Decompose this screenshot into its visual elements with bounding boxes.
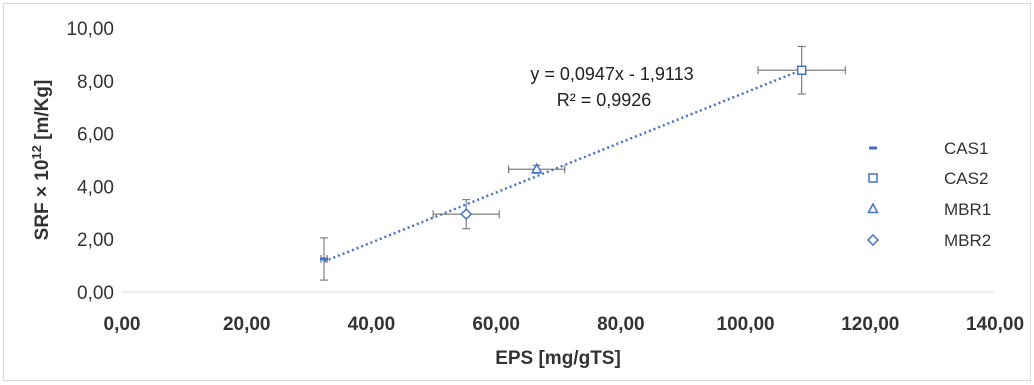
- x-tick-label: 60,00: [472, 314, 520, 335]
- x-axis-title: EPS [mg/gTS]: [495, 348, 621, 369]
- legend-item-cas1: CAS1: [869, 139, 988, 158]
- y-tick-label: 6,00: [77, 125, 114, 146]
- x-tick-labels: 0,00 20,00 40,00 60,00 80,00 100,00 120,00 140,…: [104, 314, 1025, 335]
- legend-label: CAS2: [944, 169, 988, 188]
- legend-marker-mbr1: [867, 202, 879, 214]
- data-point-mbr1: [530, 162, 543, 174]
- y-axis-title-base: SRF × 10: [32, 160, 53, 241]
- data-point-mbr2: [460, 208, 473, 221]
- legend-item-cas2: CAS2: [868, 169, 988, 188]
- y-tick-label: 2,00: [77, 230, 114, 251]
- x-tick-label: 40,00: [348, 314, 396, 335]
- trendline: [323, 68, 803, 263]
- legend-label: MBR2: [944, 231, 991, 250]
- x-tick-label: 80,00: [597, 314, 645, 335]
- y-axis-title-unit: [m/Kg]: [32, 80, 53, 145]
- y-tick-label: 8,00: [77, 72, 114, 93]
- y-tick-labels: 0,00 2,00 4,00 6,00 8,00 10,00: [66, 19, 114, 304]
- legend-marker-mbr2: [866, 233, 880, 247]
- trendline-equation: y = 0,0947x - 1,9113: [530, 64, 693, 84]
- y-axis-title-superscript: 12: [29, 145, 44, 159]
- data-markers: [320, 65, 807, 261]
- x-tick-label: 100,00: [717, 314, 775, 335]
- x-tick-label: 0,00: [104, 314, 141, 335]
- y-axis-title: SRF × 1012 [m/Kg]: [29, 80, 53, 241]
- legend-item-mbr1: MBR1: [867, 200, 991, 219]
- trendline-r2: R² = 0,9926: [557, 90, 652, 110]
- data-point-cas2: [796, 65, 807, 75]
- legend-item-mbr2: MBR2: [866, 231, 991, 250]
- legend: CAS1 CAS2 MBR1 MBR2: [866, 139, 991, 250]
- y-tick-label: 10,00: [66, 19, 114, 40]
- legend-marker-cas2: [868, 173, 878, 183]
- y-tick-label: 4,00: [77, 177, 114, 198]
- x-tick-label: 20,00: [223, 314, 271, 335]
- chart-border: [3, 3, 1031, 381]
- y-tick-label: 0,00: [77, 283, 114, 304]
- x-tick-label: 120,00: [841, 314, 899, 335]
- legend-label: CAS1: [944, 139, 988, 158]
- legend-label: MBR1: [944, 200, 991, 219]
- x-tick-label: 140,00: [966, 314, 1024, 335]
